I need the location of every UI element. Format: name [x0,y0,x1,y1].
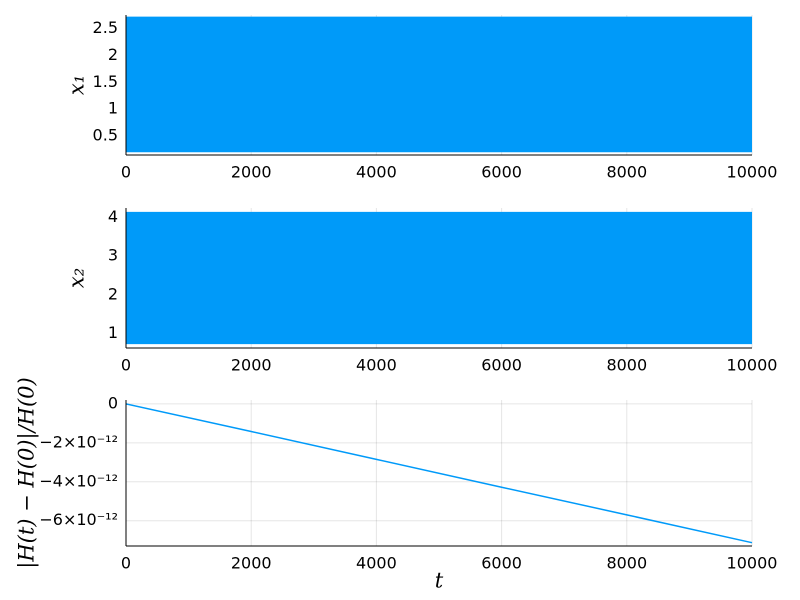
x-tick-label: 6000 [481,554,522,573]
x-axis-label: t [435,569,444,593]
oscillation-band [126,211,752,345]
x-tick-label: 8000 [606,163,647,182]
x-tick-label: 2000 [231,163,272,182]
y-tick-label: 2 [108,45,118,64]
x-tick-label: 6000 [481,163,522,182]
x-tick-label: 2000 [231,356,272,375]
x-tick-label: 6000 [481,356,522,375]
y-tick-label: −4×10⁻¹² [39,471,118,490]
y-tick-label: 0.5 [93,126,118,145]
x-tick-label: 4000 [356,163,397,182]
x-tick-label: 4000 [356,554,397,573]
x-tick-label: 8000 [606,356,647,375]
y-axis-label: x₂ [65,268,89,288]
y-tick-label: 1 [108,323,118,342]
x-tick-label: 2000 [231,554,272,573]
y-axis-label: x₁ [65,75,89,95]
y-tick-label: 2 [108,284,118,303]
x-tick-label: 0 [121,163,131,182]
y-axis-label: |H(t) − H(0)|/H(0) [15,377,40,568]
y-tick-label: 1 [108,99,118,118]
y-tick-label: 3 [108,246,118,265]
y-tick-label: 2.5 [93,18,118,37]
y-tick-label: −2×10⁻¹² [39,432,118,451]
oscillation-band [126,16,752,153]
x-tick-label: 10000 [727,554,778,573]
y-tick-label: 0 [108,393,118,412]
y-tick-label: −6×10⁻¹² [39,510,118,529]
x-tick-label: 0 [121,554,131,573]
x-tick-label: 8000 [606,554,647,573]
y-tick-label: 1.5 [93,72,118,91]
x-tick-label: 10000 [727,356,778,375]
y-tick-label: 4 [108,207,118,226]
x-tick-label: 0 [121,356,131,375]
x-tick-label: 10000 [727,163,778,182]
x-tick-label: 4000 [356,356,397,375]
line [125,403,753,544]
